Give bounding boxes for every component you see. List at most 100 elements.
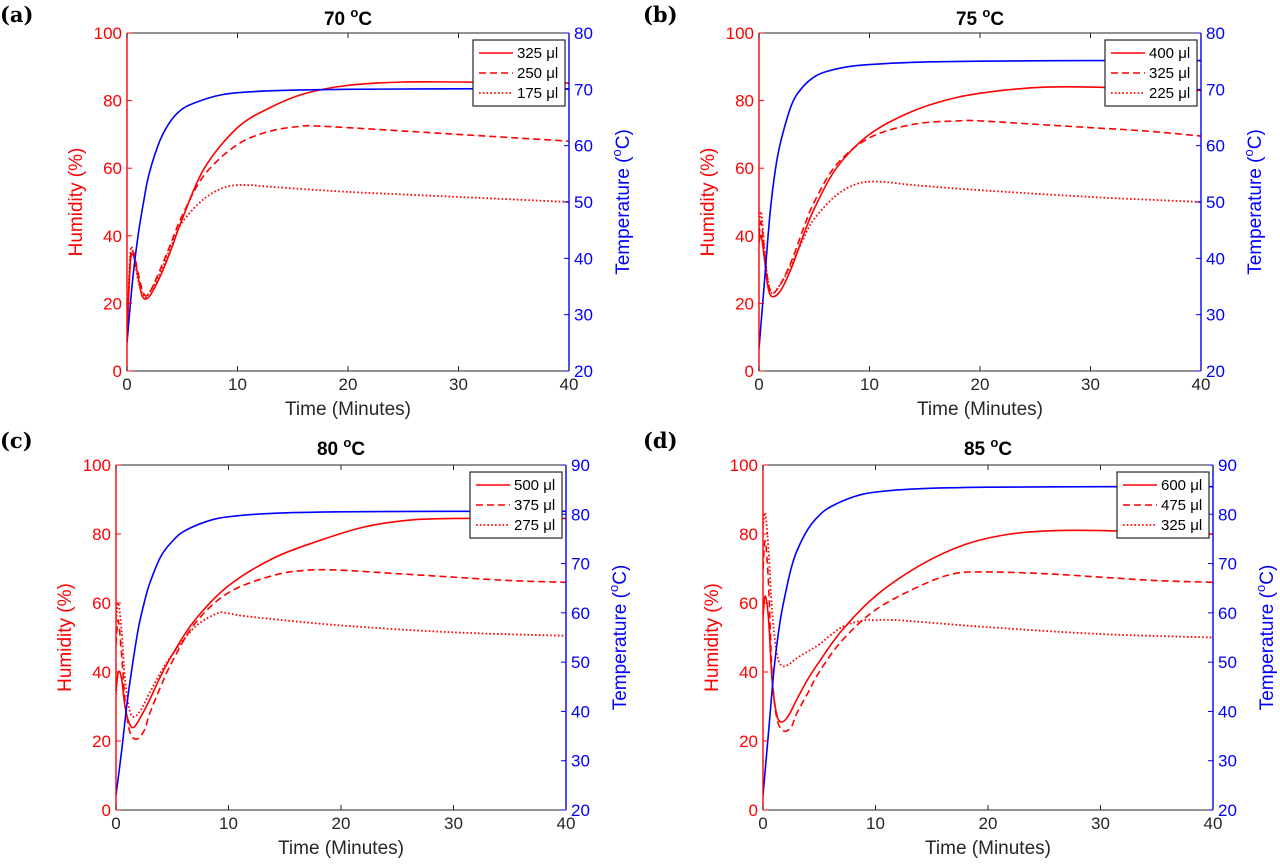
x-axis-label: Time (Minutes) <box>917 399 1043 420</box>
y-right-tick-label: 80 <box>1206 24 1225 43</box>
y-right-tick-label: 20 <box>571 801 590 820</box>
y-axis-label-right: Temperature (oC) <box>1241 129 1266 275</box>
legend-box <box>1116 471 1210 539</box>
legend-label: 400 μl <box>1149 45 1190 62</box>
y-right-tick-label: 30 <box>574 306 593 325</box>
y-left-tick-label: 60 <box>739 594 758 613</box>
humidity-line-dashed <box>127 124 569 338</box>
y-right-tick-label: 20 <box>1218 801 1237 820</box>
chart-title: 80 oC <box>317 435 365 460</box>
y-right-tick-label: 50 <box>571 653 590 672</box>
legend-label: 225 μl <box>1149 85 1190 102</box>
y-axis-label-left: Humidity (%) <box>66 148 87 257</box>
y-right-tick-label: 60 <box>571 604 590 623</box>
y-right-tick-label: 30 <box>571 752 590 771</box>
chart-title-sup: o <box>343 435 351 450</box>
legend-label: 325 μl <box>517 45 558 62</box>
chart-title: 70 oC <box>324 5 372 30</box>
x-tick-label: 30 <box>1091 814 1110 833</box>
y-right-tick-label: 70 <box>1206 80 1225 99</box>
chart-title-end: C <box>358 9 372 30</box>
panel-label: (c) <box>0 428 33 453</box>
legend-label: 250 μl <box>517 65 558 82</box>
y-axis-label-right-end: C) <box>610 565 631 585</box>
x-tick-label: 0 <box>758 814 767 833</box>
y-right-tick-label: 70 <box>571 555 590 574</box>
y-left-tick-label: 0 <box>749 801 758 820</box>
x-tick-label: 30 <box>444 814 463 833</box>
panel-2: (b) 75 oC0 10 20 30 4002040608010020304050607… <box>643 2 1266 420</box>
y-left-tick-label: 40 <box>739 663 758 682</box>
y-right-tick-label: 80 <box>1218 505 1237 524</box>
legend: 600 μl 475 μl 325 μl <box>1116 471 1210 539</box>
chart-title-end: C <box>990 9 1004 30</box>
y-right-tick-label: 50 <box>1218 653 1237 672</box>
y-left-tick-label: 80 <box>739 525 758 544</box>
y-axis-label-left: Humidity (%) <box>698 148 719 257</box>
y-right-tick-label: 80 <box>571 505 590 524</box>
humidity-line-solid <box>763 529 1213 723</box>
y-left-tick-label: 40 <box>735 227 754 246</box>
y-left-tick-label: 60 <box>735 159 754 178</box>
humidity-line-solid <box>116 517 566 729</box>
y-left-tick-label: 20 <box>92 732 111 751</box>
y-right-tick-label: 60 <box>574 137 593 156</box>
y-left-tick-label: 100 <box>83 456 111 475</box>
y-axis-label-right-end: C) <box>613 129 634 149</box>
legend-box <box>469 471 563 539</box>
y-left-tick-label: 80 <box>92 525 111 544</box>
x-tick-label: 20 <box>332 814 351 833</box>
legend-box <box>472 39 566 107</box>
x-tick-label: 10 <box>228 375 247 394</box>
y-right-tick-label: 80 <box>574 24 593 43</box>
panel-label: (d) <box>643 428 678 453</box>
x-tick-label: 40 <box>557 814 576 833</box>
humidity-line-dotted <box>759 180 1201 295</box>
y-axis-label-left: Humidity (%) <box>702 583 723 692</box>
y-left-tick-label: 100 <box>730 456 758 475</box>
y-axis-label-right-sup: o <box>606 585 621 592</box>
humidity-line-dashed <box>116 568 566 741</box>
x-tick-label: 40 <box>1192 375 1211 394</box>
x-tick-label: 10 <box>866 814 885 833</box>
chart-title-end: C <box>351 439 365 460</box>
panel-label: (b) <box>643 2 678 27</box>
y-left-tick-label: 0 <box>113 362 122 381</box>
humidity-line-solid <box>759 85 1201 298</box>
x-axis-label: Time (Minutes) <box>925 838 1051 859</box>
y-left-tick-label: 60 <box>103 159 122 178</box>
y-left-tick-label: 0 <box>102 801 111 820</box>
legend-label: 325 μl <box>1161 517 1202 534</box>
y-left-tick-label: 80 <box>735 92 754 111</box>
y-left-tick-label: 40 <box>92 663 111 682</box>
temperature-line <box>759 59 1201 349</box>
y-axis-label-right-main: Temperature ( <box>613 156 634 275</box>
x-tick-label: 0 <box>754 375 763 394</box>
y-axis-label-right: Temperature (oC) <box>606 565 631 711</box>
legend: 325 μl 250 μl 175 μl <box>472 39 566 107</box>
y-right-tick-label: 50 <box>1206 193 1225 212</box>
y-right-tick-label: 60 <box>1206 137 1225 156</box>
x-tick-label: 30 <box>449 375 468 394</box>
y-left-tick-label: 20 <box>739 732 758 751</box>
y-axis-label-left: Humidity (%) <box>55 583 76 692</box>
legend-label: 175 μl <box>517 85 558 102</box>
temperature-line <box>116 510 566 796</box>
legend-box <box>1104 39 1198 107</box>
humidity-line-dashed <box>763 540 1213 733</box>
x-tick-label: 10 <box>860 375 879 394</box>
chart-title-main: 70 <box>324 9 350 30</box>
legend-label: 475 μl <box>1161 497 1202 514</box>
chart-title-sup: o <box>990 435 998 450</box>
legend: 400 μl 325 μl 225 μl <box>1104 39 1198 107</box>
temperature-line <box>763 485 1213 796</box>
x-axis-label: Time (Minutes) <box>285 399 411 420</box>
y-left-tick-label: 0 <box>745 362 754 381</box>
y-left-tick-label: 100 <box>94 24 122 43</box>
y-left-tick-label: 20 <box>103 294 122 313</box>
legend: 500 μl 375 μl 275 μl <box>469 471 563 539</box>
y-right-tick-label: 90 <box>1218 456 1237 475</box>
y-right-tick-label: 70 <box>1218 555 1237 574</box>
chart-title-main: 75 <box>956 9 982 30</box>
x-tick-label: 0 <box>122 375 131 394</box>
